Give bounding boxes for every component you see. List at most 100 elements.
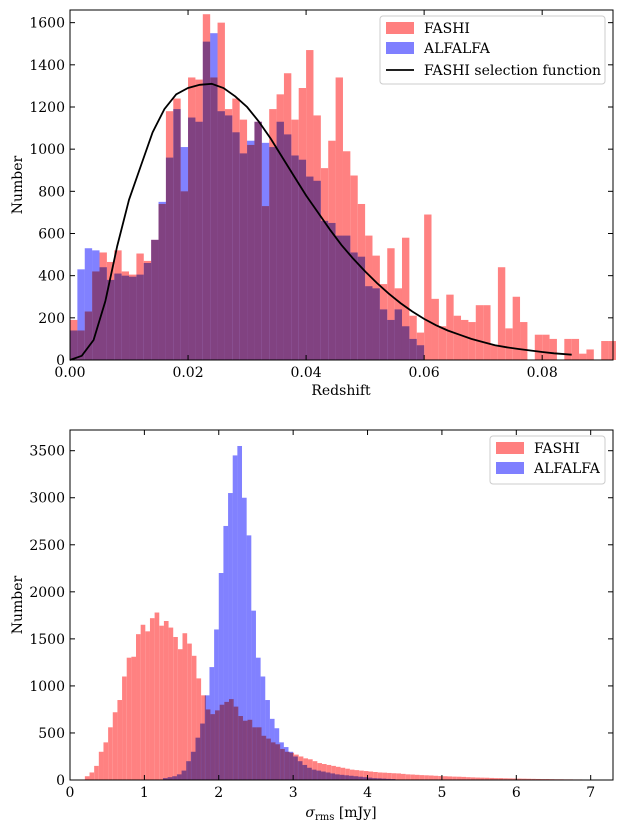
bar-alfalfa [307,767,312,780]
y-tick-label: 3500 [29,444,65,460]
bar-alfalfa [353,776,359,780]
y-tick-label: 3000 [29,491,65,507]
bar-fashi [520,322,528,360]
bar-alfalfa [302,764,308,780]
bar-alfalfa [151,239,159,360]
x-tick-label: 2 [214,785,223,801]
bar-fashi [177,649,183,780]
legend-swatch-fashi [496,442,524,454]
bar-alfalfa [409,338,417,360]
bar-alfalfa [320,220,329,360]
bar-alfalfa [106,279,115,360]
bar-alfalfa [291,155,299,360]
x-axis-label-symbol: σ [305,805,315,821]
x-tick-label: 6 [512,785,521,801]
bar-alfalfa [165,157,174,360]
alfalfa-sigma-bars [162,445,396,780]
bar-fashi [475,777,481,780]
bar-fashi [601,341,609,360]
bar-fashi [163,620,169,780]
legend: FASHI ALFALFA FASHI selection function [379,15,606,85]
bar-fashi [159,625,164,780]
bar-fashi [446,294,454,360]
x-tick-label: 7 [586,785,595,801]
bar-alfalfa [283,747,289,780]
y-tick-label: 800 [38,184,65,200]
bar-alfalfa [276,121,284,361]
y-tick-label: 2000 [29,585,65,601]
sigma-rms-histogram-panel: 0 1 2 3 4 5 6 7 0 500 1000 1500 2000 2500 3000 3500 σrm… [10,429,614,823]
bar-fashi [571,338,580,360]
bar-fashi [531,778,536,780]
bar-alfalfa [121,275,130,360]
axis-ticks: 0.00 0.02 0.04 0.06 0.08 0 200 400 600 800 1000 120… [29,10,613,381]
bar-fashi [409,315,417,360]
y-tick-label: 0 [56,773,65,789]
bar-alfalfa [210,33,218,360]
bar-alfalfa [232,132,240,360]
bar-fashi [521,778,527,780]
y-axis-label: Number [10,155,26,214]
bar-fashi [359,770,364,780]
bar-alfalfa [237,445,243,780]
axis-ticks: 0 1 2 3 4 5 6 7 0 500 1000 1500 2000 2500 3000 3500 [29,430,613,801]
bar-alfalfa [202,41,211,361]
y-tick-label: 400 [38,269,65,285]
bar-alfalfa [224,115,233,360]
bar-alfalfa [283,134,292,360]
y-tick-label: 2500 [29,538,65,554]
bar-alfalfa [381,778,387,780]
legend-label-alfalfa: ALFALFA [423,41,491,57]
bar-alfalfa [339,774,345,780]
bar-alfalfa [416,345,425,360]
bar-alfalfa [247,140,255,360]
bar-fashi [480,777,485,780]
bar-alfalfa [167,777,173,780]
bar-alfalfa [325,772,331,780]
bar-fashi [391,773,397,780]
bar-alfalfa [254,121,262,361]
bar-fashi [373,772,378,780]
bar-fashi [526,778,532,780]
bar-fashi [140,624,146,780]
bar-fashi [396,773,402,780]
bar-alfalfa [279,742,284,780]
bar-alfalfa [357,256,366,360]
bar-fashi [382,772,388,780]
bar-fashi [349,769,355,780]
bar-fashi [354,770,360,780]
y-tick-label: 0 [56,353,65,369]
bar-alfalfa [265,700,270,780]
bar-fashi [468,322,476,360]
bar-fashi [419,775,425,780]
bar-fashi [503,778,508,780]
bar-fashi [579,353,587,360]
bar-alfalfa [269,147,277,360]
bar-fashi [112,712,118,780]
bar-fashi [475,305,484,360]
bar-alfalfa [158,201,166,360]
bar-alfalfa [372,778,377,780]
fashi-selection-function-curve [69,82,572,361]
bar-fashi [136,634,141,780]
bar-fashi [517,778,522,780]
bar-fashi [461,319,469,360]
bar-alfalfa [297,761,303,780]
bar-fashi [564,338,572,360]
bar-fashi [442,776,448,780]
bar-alfalfa [70,330,78,360]
bar-fashi [345,768,350,780]
bar-alfalfa [92,250,100,360]
bar-fashi [505,328,513,360]
bar-alfalfa [372,288,380,360]
bar-alfalfa [246,535,252,780]
redshift-histogram-panel: 0.00 0.02 0.04 0.06 0.08 0 200 400 600 800 1000 120… [10,9,616,399]
bar-fashi [490,345,498,360]
bar-fashi [335,77,343,360]
bar-fashi [103,742,109,780]
bar-fashi [483,305,491,360]
bar-alfalfa [348,775,354,780]
bar-alfalfa [200,723,205,780]
bar-alfalfa [217,111,225,360]
bar-fashi [507,778,513,780]
